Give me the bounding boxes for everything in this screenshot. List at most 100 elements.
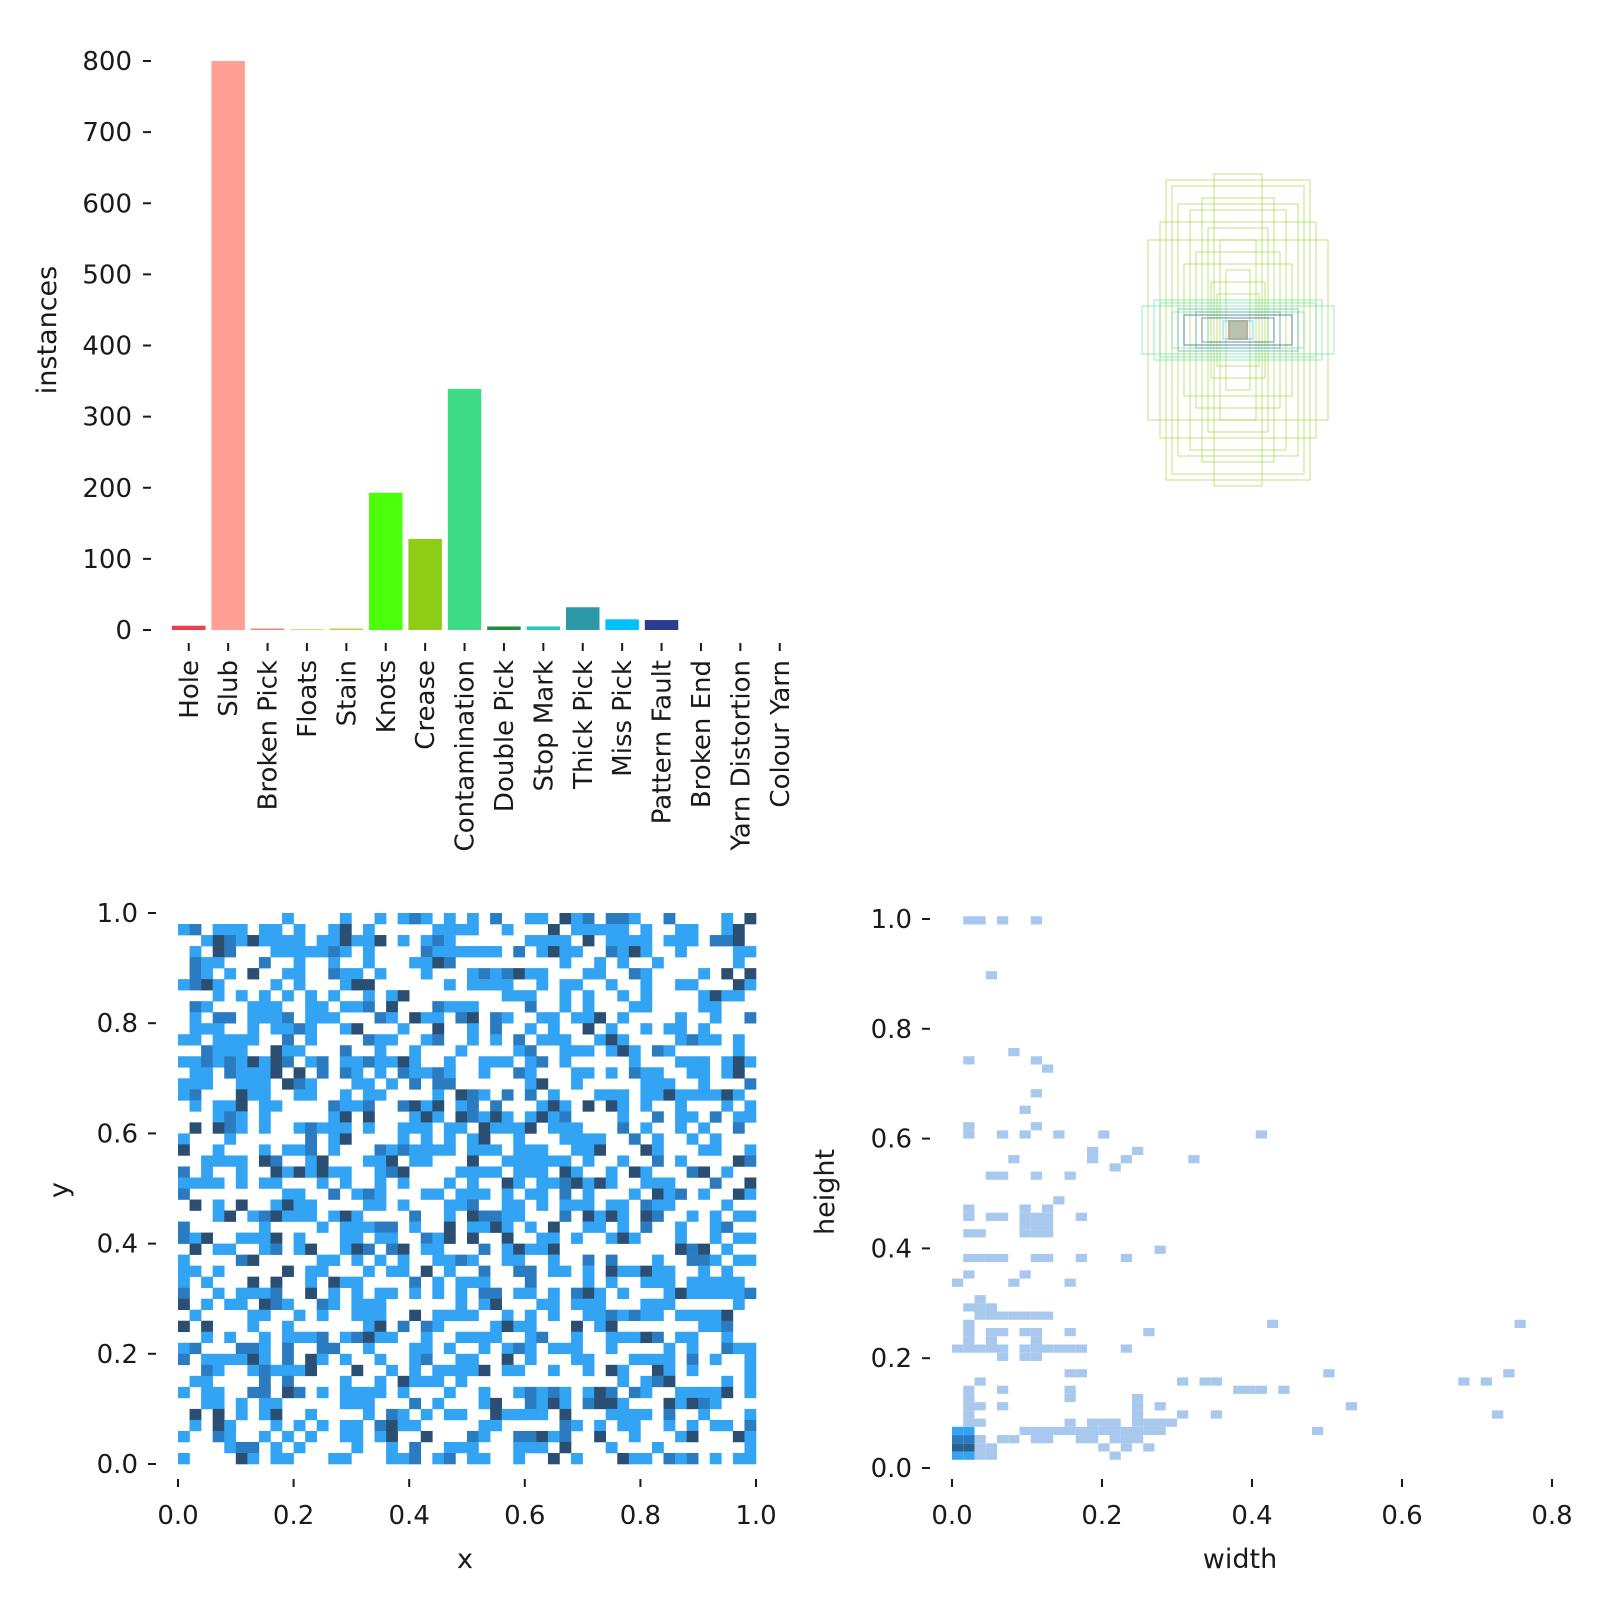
xy-heatmap-cell xyxy=(732,1188,745,1200)
xy-heatmap-cell xyxy=(374,1045,387,1057)
xy-heatmap-cell xyxy=(282,1375,294,1388)
xy-heatmap-cell xyxy=(513,1155,526,1167)
xy-heatmap-cell xyxy=(536,1111,549,1123)
xy-heatmap-cell xyxy=(651,1067,664,1079)
wh-heatmap-cell xyxy=(1075,1369,1087,1378)
xy-heatmap-cell xyxy=(443,1210,456,1222)
xy-ylabel: y xyxy=(44,1182,75,1198)
xy-heatmap-cell xyxy=(386,1430,398,1443)
xy-heatmap-cell xyxy=(258,990,271,1002)
bar-double-pick xyxy=(487,626,521,630)
xy-heatmap-cell xyxy=(571,1331,583,1344)
xy-heatmap-cell xyxy=(351,1397,364,1410)
wh-heatmap-cell xyxy=(1109,1435,1121,1444)
xy-heatmap-cell xyxy=(420,1012,433,1024)
xy-heatmap-cell xyxy=(189,1419,202,1432)
xy-heatmap-cell xyxy=(339,1221,352,1233)
xy-heatmap-cell xyxy=(258,1078,271,1090)
xy-heatmap-cell xyxy=(270,1364,283,1377)
wh-heatmap-cell xyxy=(963,1426,975,1436)
bbox-outline xyxy=(1165,179,1311,481)
xy-heatmap-cell xyxy=(201,1364,213,1377)
xy-heatmap-cell xyxy=(397,1056,410,1068)
xy-heatmap-cell xyxy=(721,935,734,947)
wh-heatmap-cell xyxy=(1030,1435,1042,1444)
xy-heatmap-cell xyxy=(420,1430,433,1443)
xy-heatmap-cell xyxy=(686,1254,699,1266)
wh-heatmap-cell xyxy=(1042,1220,1054,1230)
xy-heatmap-cell xyxy=(178,1221,190,1233)
xy-heatmap-cell xyxy=(316,1012,329,1024)
xy-heatmap-cell xyxy=(651,1210,664,1222)
xy-heatmap-cell xyxy=(282,1144,294,1156)
xy-heatmap-cell xyxy=(386,1452,398,1465)
xy-heatmap-cell xyxy=(432,1320,445,1333)
xy-heatmap-cell xyxy=(651,1441,664,1454)
xy-heatmap-cell xyxy=(362,1408,375,1421)
xy-heatmap-cell xyxy=(628,1045,641,1057)
xy-heatmap-cell xyxy=(582,1023,595,1035)
xy-heatmap-cell xyxy=(594,968,607,980)
xy-heatmap-cell xyxy=(455,1298,468,1311)
xy-heatmap-cell xyxy=(559,1199,572,1211)
xy-heatmap-cell xyxy=(386,1221,398,1233)
xy-heatmap-cell xyxy=(605,1177,618,1189)
xy-heatmap-cell xyxy=(663,1078,676,1090)
xy-heatmap-cell xyxy=(258,1067,271,1079)
xy-heatmap-cell xyxy=(362,1265,375,1277)
xy-heatmap-cell xyxy=(617,990,630,1002)
wh-heatmap-cell xyxy=(997,1328,1009,1337)
xy-heatmap-cell xyxy=(582,1276,595,1288)
xy-heatmap-cell xyxy=(501,1309,514,1322)
wh-heatmap-cell xyxy=(1019,1270,1031,1279)
xy-heatmap-cell xyxy=(235,1166,248,1178)
wh-heatmap-cell xyxy=(1008,1311,1020,1320)
xy-heatmap-cell xyxy=(351,935,364,947)
xy-heatmap-cell xyxy=(675,1243,687,1255)
xy-heatmap-cell xyxy=(235,924,248,936)
xy-heatmap-cell xyxy=(224,968,237,980)
xy-heatmap-cell xyxy=(282,1210,294,1222)
xy-heatmap-cell xyxy=(282,1430,294,1443)
xy-heatmap-cell xyxy=(397,1199,410,1211)
bar-knots xyxy=(369,492,403,630)
xy-heatmap-cell xyxy=(640,1298,653,1311)
xy-heatmap-cell xyxy=(258,1221,271,1233)
xy-heatmap-cell xyxy=(270,1408,283,1421)
wh-heatmap-cell xyxy=(974,1443,986,1452)
xy-heatmap-cell xyxy=(651,1133,664,1145)
xy-heatmap-cell xyxy=(675,924,687,936)
xy-heatmap-cell xyxy=(397,935,410,947)
xy-heatmap-cell xyxy=(420,1232,433,1244)
xy-heatmap-cell xyxy=(617,946,630,958)
xy-heatmap-cell xyxy=(501,968,514,980)
xy-heatmap-cell xyxy=(339,979,352,991)
xy-heatmap-cell xyxy=(744,1232,757,1244)
xy-heatmap-cell xyxy=(316,1386,329,1399)
xy-heatmap-cell xyxy=(328,1144,341,1156)
xy-heatmap-cell xyxy=(420,1188,433,1200)
xy-heatmap-cell xyxy=(351,1430,364,1443)
xy-heatmap-cell xyxy=(178,1177,190,1189)
xy-heatmap-cell xyxy=(732,957,745,969)
xy-heatmap-cell xyxy=(524,1078,537,1090)
xy-heatmap-cell xyxy=(270,1177,283,1189)
xy-heatmap-cell xyxy=(628,1331,641,1344)
xy-heatmap-cell xyxy=(212,924,225,936)
xy-heatmap-cell xyxy=(305,1012,318,1024)
wh-heatmap-cell xyxy=(1042,1204,1054,1213)
xy-ytick-label: 0.6 xyxy=(97,1119,138,1149)
xy-heatmap-cell xyxy=(524,1309,537,1322)
xy-heatmap-cell xyxy=(571,1067,583,1079)
xy-heatmap-cell xyxy=(443,1122,456,1134)
xy-heatmap-cell xyxy=(675,1034,687,1046)
xy-heatmap-cell xyxy=(478,1067,491,1079)
wh-heatmap-cell xyxy=(997,1435,1009,1444)
wh-heatmap-cell xyxy=(1030,916,1042,925)
xy-heatmap-cell xyxy=(397,1166,410,1178)
xy-heatmap-cell xyxy=(594,1287,607,1299)
wh-heatmap-cell xyxy=(1064,1426,1076,1436)
xy-heatmap-cell xyxy=(235,1177,248,1189)
xy-heatmap-cell xyxy=(490,1144,502,1156)
xy-heatmap-cell xyxy=(605,924,618,936)
